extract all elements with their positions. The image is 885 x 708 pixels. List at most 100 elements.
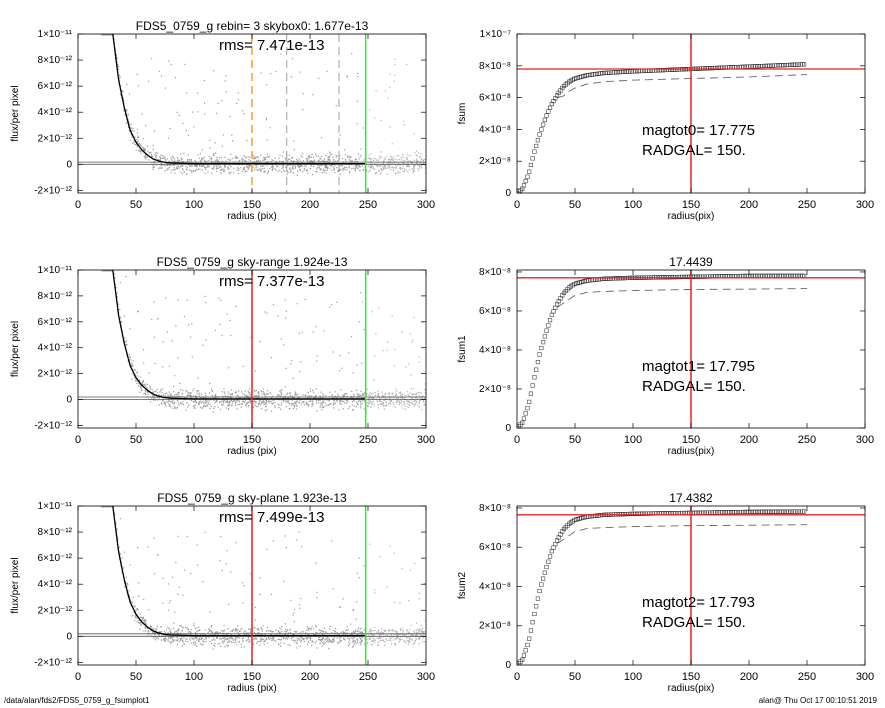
scatter-point: [130, 123, 132, 125]
scatter-point: [379, 556, 381, 558]
scatter-point: [417, 152, 419, 154]
scatter-point: [201, 149, 204, 151]
scatter-point: [203, 639, 205, 641]
scatter-point: [169, 631, 171, 633]
scatter-point: [205, 169, 207, 171]
y-tick-label: 0: [505, 423, 511, 434]
scatter-point: [238, 404, 240, 406]
x-tick-label: 300: [417, 671, 435, 683]
scatter-point: [369, 393, 371, 395]
scatter-point: [166, 164, 168, 166]
scatter-point: [393, 161, 395, 163]
scatter-point: [392, 636, 394, 638]
scatter-point: [255, 156, 257, 158]
scatter-point: [173, 161, 175, 163]
scatter-point: [221, 168, 223, 170]
scatter-point: [252, 643, 255, 646]
scatter-point: [392, 392, 394, 394]
x-tick-label: 200: [301, 671, 319, 683]
fsum-point: [539, 582, 544, 587]
scatter-point: [283, 169, 285, 171]
scatter-point: [154, 390, 156, 393]
scatter-point: [178, 630, 180, 632]
scatter-point: [225, 401, 227, 403]
scatter-point: [372, 640, 374, 642]
scatter-point: [130, 364, 133, 366]
scatter-point: [302, 638, 304, 640]
scatter-point: [142, 384, 144, 386]
scatter-point: [306, 159, 308, 161]
scatter-point: [418, 628, 421, 631]
scatter-point: [328, 641, 330, 643]
scatter-point: [148, 159, 150, 161]
scatter-point: [104, 34, 106, 36]
scatter-point: [413, 159, 415, 161]
scatter-point: [372, 634, 374, 636]
scatter-point: [383, 167, 385, 169]
scatter-point: [318, 77, 320, 79]
scatter-point: [420, 409, 423, 411]
scatter-point: [103, 481, 104, 482]
scatter-point: [248, 388, 251, 390]
scatter-point: [384, 394, 386, 396]
scatter-point: [153, 301, 155, 303]
scatter-point: [154, 395, 156, 397]
scatter-point: [409, 169, 411, 171]
scatter-point: [417, 404, 419, 406]
scatter-point: [373, 396, 375, 399]
scatter-point: [217, 167, 219, 169]
scatter-point: [363, 328, 365, 331]
scatter-point: [321, 165, 323, 167]
scatter-point: [312, 400, 314, 402]
scatter-point: [351, 53, 353, 55]
scatter-point: [234, 637, 236, 639]
scatter-point: [393, 552, 395, 554]
scatter-point: [207, 403, 209, 405]
fsum-point: [551, 545, 556, 550]
scatter-point: [257, 160, 260, 162]
scatter-point: [199, 168, 201, 170]
scatter-point: [270, 161, 273, 163]
scatter-point: [147, 393, 149, 395]
scatter-point: [307, 159, 309, 161]
scatter-point: [339, 169, 341, 171]
scatter-point: [299, 645, 301, 647]
fsum-point: [530, 620, 535, 625]
scatter-point: [164, 170, 166, 172]
scatter-point: [373, 642, 375, 644]
scatter-point: [236, 400, 239, 402]
scatter-point: [341, 164, 343, 167]
scatter-point: [261, 639, 263, 641]
scatter-point: [369, 169, 371, 171]
scatter-point: [379, 403, 381, 405]
scatter-point: [306, 401, 308, 403]
scatter-point: [261, 393, 263, 395]
scatter-point: [398, 641, 400, 643]
scatter-point: [377, 644, 380, 646]
scatter-point: [249, 401, 251, 403]
scatter-point: [360, 642, 362, 644]
scatter-point: [416, 634, 418, 636]
scatter-point: [362, 637, 364, 639]
scatter-point: [130, 601, 133, 603]
scatter-point: [270, 410, 273, 412]
scatter-point: [262, 391, 264, 393]
scatter-point: [227, 638, 229, 640]
scatter-point: [240, 646, 242, 648]
scatter-point: [310, 395, 312, 398]
scatter-point: [197, 390, 199, 392]
scatter-point: [207, 164, 209, 166]
scatter-point: [111, 270, 113, 272]
scatter-point: [293, 633, 295, 636]
scatter-point: [278, 630, 280, 632]
scatter-point: [298, 158, 300, 160]
scatter-point: [198, 638, 200, 640]
scatter-point: [411, 162, 414, 164]
scatter-point: [340, 639, 342, 642]
scatter-point: [415, 393, 417, 395]
scatter-point: [406, 164, 408, 166]
scatter-point: [390, 397, 392, 399]
scatter-point: [307, 404, 310, 406]
scatter-point: [279, 395, 281, 397]
